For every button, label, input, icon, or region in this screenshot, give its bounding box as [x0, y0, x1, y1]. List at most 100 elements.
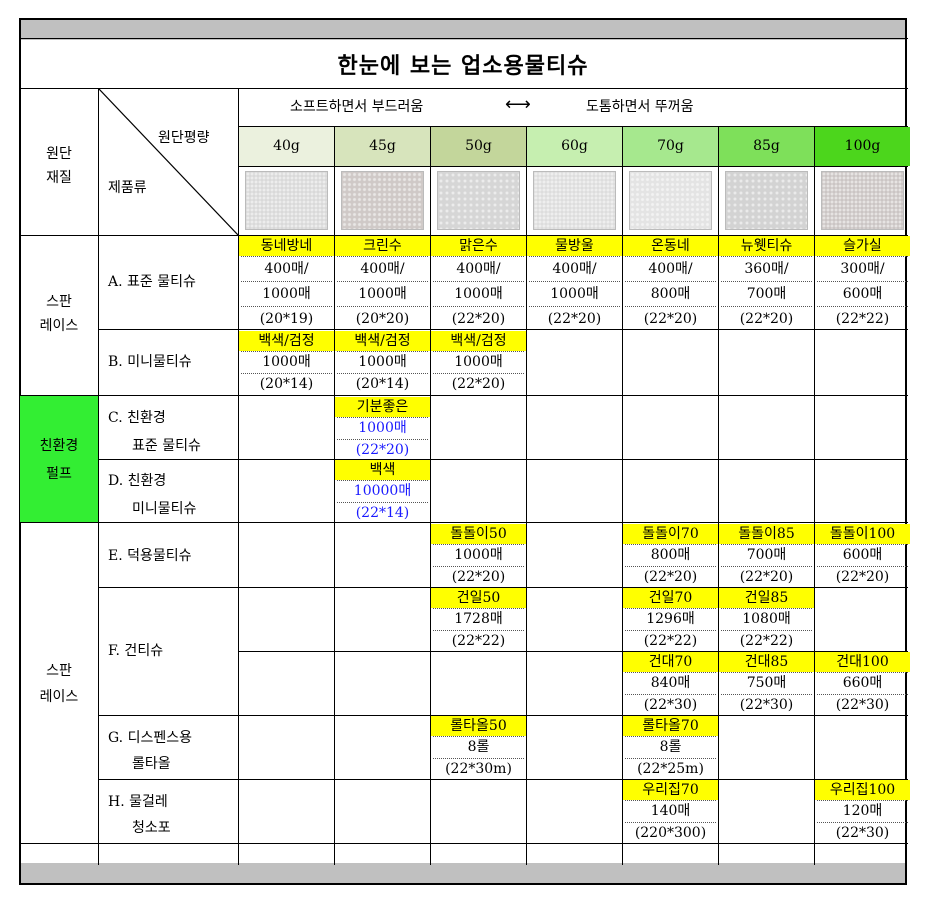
- cell-divider: [433, 351, 524, 352]
- cell-divider: [625, 256, 716, 257]
- product-name: 돌돌이100: [815, 524, 910, 544]
- cell-divider: [433, 281, 524, 282]
- weight-header: 70g: [623, 127, 718, 166]
- product-size: (20*14): [355, 376, 410, 392]
- product-name: 건대100: [815, 652, 910, 672]
- cell-divider: [337, 373, 428, 374]
- product-quantity: 1000매: [454, 286, 503, 302]
- product-size: (22*20): [739, 569, 794, 585]
- row-label-h: H. 물걸레 청소포: [108, 794, 171, 836]
- product-quantity: 840매: [650, 675, 691, 691]
- cell-divider: [529, 256, 620, 257]
- product-name: 물방울: [527, 236, 622, 256]
- product-size: (22*20): [547, 311, 602, 327]
- product-quantity: 800매: [650, 547, 691, 563]
- product-name: 맑은수: [431, 236, 526, 256]
- cell-divider: [337, 480, 428, 481]
- grid-line: [718, 126, 719, 865]
- page-title: 한눈에 보는 업소용물티슈: [337, 53, 589, 79]
- cell-divider: [625, 672, 716, 673]
- cell-divider: [337, 351, 428, 352]
- fabric-swatch-image: [629, 171, 712, 230]
- cell-divider: [433, 758, 524, 759]
- grid-line: [239, 166, 908, 167]
- product-name: 건대70: [623, 652, 718, 672]
- thick-label: 도톰하면서 뚜꺼움: [586, 99, 694, 115]
- weight-header: 45g: [335, 127, 430, 166]
- cell-divider: [721, 630, 812, 631]
- product-name: 롤타올50: [431, 716, 526, 736]
- product-name: 크린수: [335, 236, 430, 256]
- product-quantity: 800매: [650, 286, 691, 302]
- product-label: 제품류: [108, 180, 147, 196]
- product-size: (22*20): [451, 376, 506, 392]
- product-quantity: 700매: [746, 547, 787, 563]
- product-size: (22*22): [643, 633, 698, 649]
- product-size: (22*22): [739, 633, 794, 649]
- grid-line: [20, 843, 908, 844]
- cell-divider: [817, 800, 908, 801]
- cell-divider: [337, 281, 428, 282]
- product-quantity: 140매: [650, 803, 691, 819]
- grid-line: [622, 126, 623, 865]
- fabric-swatch-image: [245, 171, 328, 230]
- cell-divider: [241, 373, 332, 374]
- product-size: (220*300): [634, 825, 707, 841]
- cell-divider: [817, 672, 908, 673]
- grid-line: [526, 126, 527, 865]
- grid-line: [239, 651, 908, 652]
- product-name: 돌돌이85: [719, 524, 814, 544]
- group-spunlace-1: 스판 레이스: [39, 294, 79, 334]
- weight-label: 원단평량: [158, 130, 210, 146]
- cell-divider: [625, 800, 716, 801]
- cell-divider: [241, 281, 332, 282]
- cell-divider: [433, 608, 524, 609]
- product-size: (20*19): [259, 311, 314, 327]
- product-size: (22*14): [355, 505, 410, 521]
- row-label-b: B. 미니물티슈: [108, 354, 192, 370]
- product-size: (22*20): [835, 569, 890, 585]
- grid-line: [239, 126, 908, 127]
- product-quantity: 1080매: [742, 611, 791, 627]
- header-diagonal: [99, 89, 238, 235]
- product-name: 동네방네: [239, 236, 334, 256]
- product-size: (20*20): [355, 311, 410, 327]
- product-name: 백색/검정: [431, 331, 526, 351]
- product-name: 돌돌이70: [623, 524, 718, 544]
- grid-line: [20, 38, 908, 39]
- grid-line: [99, 329, 908, 330]
- grid-line: [98, 88, 99, 865]
- product-name: 돌돌이50: [431, 524, 526, 544]
- fabric-swatch-image: [821, 171, 904, 230]
- grid-line: [99, 459, 908, 460]
- grid-line: [20, 235, 908, 236]
- cell-divider: [721, 256, 812, 257]
- grid-line: [20, 522, 908, 523]
- product-name: 건일70: [623, 588, 718, 608]
- cell-divider: [337, 306, 428, 307]
- cell-divider: [625, 544, 716, 545]
- cell-divider: [625, 758, 716, 759]
- cell-divider: [817, 694, 908, 695]
- product-size: (22*20): [643, 569, 698, 585]
- double-arrow-icon: ⟷: [505, 94, 531, 115]
- product-quantity: 8롤: [467, 739, 490, 755]
- cell-divider: [433, 256, 524, 257]
- row-label-a: A. 표준 물티슈: [108, 274, 196, 290]
- product-quantity: 600매: [842, 547, 883, 563]
- group-spunlace-2: 스판 레이스: [39, 663, 79, 705]
- product-size: (22*20): [355, 442, 410, 458]
- row-label-g: G. 디스펜스용 롤타올: [108, 730, 192, 772]
- product-quantity: 660매: [842, 675, 883, 691]
- product-name: 백색/검정: [239, 331, 334, 351]
- product-name: 롤타올70: [623, 716, 718, 736]
- product-quantity: 700매: [746, 286, 787, 302]
- weight-header: 85g: [719, 127, 814, 166]
- cell-divider: [337, 502, 428, 503]
- product-name: 우리집100: [815, 780, 910, 800]
- cell-divider: [721, 566, 812, 567]
- cell-divider: [721, 694, 812, 695]
- product-name: 기분좋은: [335, 397, 430, 417]
- material-label: 원단 재질: [46, 146, 72, 186]
- product-name: 백색/검정: [335, 331, 430, 351]
